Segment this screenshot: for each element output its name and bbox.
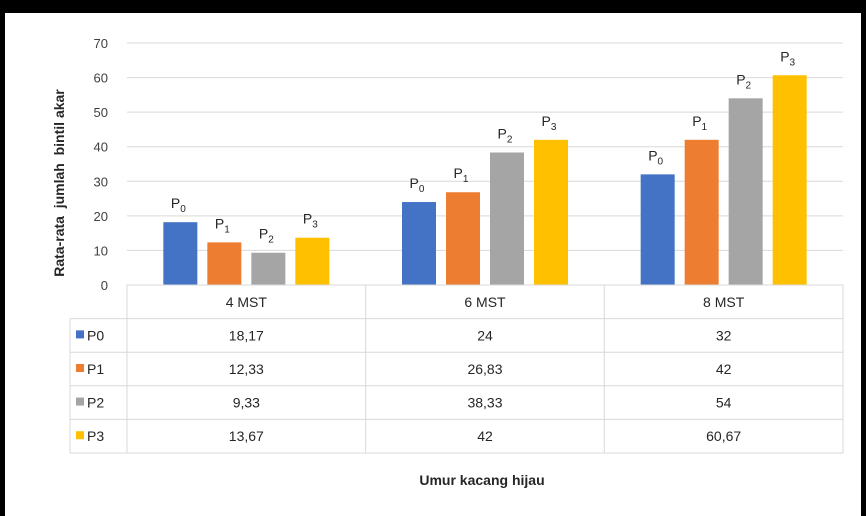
bar-label-subscript: 0 xyxy=(419,184,425,195)
table-value-cell: 26,83 xyxy=(467,361,502,377)
legend-label: P0 xyxy=(87,327,104,343)
bar-label-letter: P xyxy=(171,195,180,211)
bar-label-letter: P xyxy=(259,226,268,242)
bar-data-label: P3 xyxy=(542,113,557,133)
bar-data-label: P1 xyxy=(692,113,707,133)
legend-label: P3 xyxy=(87,428,104,444)
table-value-cell: 13,67 xyxy=(229,428,264,444)
bar-label-subscript: 3 xyxy=(312,220,318,231)
bar-data-label: P0 xyxy=(648,147,663,167)
bar-label-letter: P xyxy=(692,113,701,129)
bar-label-subscript: 2 xyxy=(746,80,752,91)
bar-p0 xyxy=(640,174,675,285)
bar-data-label: P2 xyxy=(736,71,751,91)
bar-label-letter: P xyxy=(648,147,657,163)
bar-p3 xyxy=(534,139,568,285)
table-value-cell: 38,33 xyxy=(467,395,502,411)
legend-swatch-p1 xyxy=(76,364,84,372)
bar-p2 xyxy=(728,98,763,285)
bar-p0 xyxy=(402,202,436,285)
y-tick-label: 40 xyxy=(94,140,108,155)
bar-p1 xyxy=(446,192,480,285)
legend-swatch-p2 xyxy=(76,397,84,406)
table-value-cell: 54 xyxy=(716,395,732,411)
table-value-cell: 24 xyxy=(477,327,493,343)
legend-label: P2 xyxy=(87,395,104,411)
table-value-cell: 32 xyxy=(716,327,732,343)
table-value-cell: 42 xyxy=(716,361,732,377)
bar-label-subscript: 0 xyxy=(658,156,664,167)
y-axis-title: Rata-rata jumlah bintil akar xyxy=(51,89,67,277)
y-tick-label: 30 xyxy=(94,174,108,189)
bar-p2 xyxy=(251,252,286,285)
bar-p2 xyxy=(490,152,524,285)
bar-data-label: P1 xyxy=(454,165,469,185)
table-value-cell: 60,67 xyxy=(706,428,741,444)
bar-data-label: P0 xyxy=(410,175,425,195)
bar-data-label: P0 xyxy=(171,195,186,215)
bar-data-label: P1 xyxy=(215,215,230,235)
bar-p0 xyxy=(163,222,198,285)
bar-label-letter: P xyxy=(303,211,312,227)
bar-label-subscript: 1 xyxy=(463,174,469,185)
y-tick-label: 20 xyxy=(94,209,108,224)
y-tick-label: 70 xyxy=(94,36,108,51)
bar-label-letter: P xyxy=(780,48,789,64)
legend-label: P1 xyxy=(87,361,104,377)
x-axis-title: Umur kacang hijau xyxy=(419,472,544,488)
bar-p3 xyxy=(295,237,330,285)
bar-data-label: P3 xyxy=(780,48,795,68)
legend-swatch-p0 xyxy=(76,330,84,339)
bar-data-label: P2 xyxy=(498,125,513,145)
bar-label-subscript: 2 xyxy=(507,134,513,145)
bar-label-letter: P xyxy=(736,71,745,87)
table-value-cell: 9,33 xyxy=(233,395,260,411)
bar-label-subscript: 2 xyxy=(268,235,274,246)
bar-data-label: P2 xyxy=(259,226,274,246)
x-category-label: 4 MST xyxy=(226,294,268,310)
bar-label-subscript: 0 xyxy=(180,204,186,215)
bar-p3 xyxy=(772,75,807,285)
chart-frame: 0 10 20 30 40 50 60 70 P0 P0 P0 P1 P1 P1 P2 P2 P2 P3 P3 P3 4… xyxy=(5,13,861,516)
table-value-cell: 12,33 xyxy=(229,361,264,377)
table-value-cell: 42 xyxy=(477,428,493,444)
bar-label-letter: P xyxy=(454,165,463,181)
table-value-cell: 18,17 xyxy=(229,327,264,343)
bar-p1 xyxy=(207,242,242,285)
bar-label-subscript: 3 xyxy=(790,57,796,68)
y-tick-label: 60 xyxy=(94,71,108,86)
bar-label-subscript: 1 xyxy=(702,122,708,133)
x-category-label: 8 MST xyxy=(703,294,745,310)
bar-label-letter: P xyxy=(542,113,551,129)
bar-label-letter: P xyxy=(215,215,224,231)
y-tick-label: 10 xyxy=(94,243,108,258)
legend-swatch-p3 xyxy=(76,431,84,440)
bar-p1 xyxy=(684,139,719,285)
y-tick-label: 50 xyxy=(94,105,108,120)
bar-label-subscript: 1 xyxy=(224,224,230,235)
bar-label-letter: P xyxy=(410,175,419,191)
y-tick-label: 0 xyxy=(101,278,108,293)
x-category-label: 6 MST xyxy=(464,294,506,310)
bar-data-label: P3 xyxy=(303,211,318,231)
bar-label-subscript: 3 xyxy=(551,122,557,133)
chart-canvas: 010203040506070P0P0P0P1P1P1P2P2P2P3P3P34… xyxy=(51,36,844,488)
bar-label-letter: P xyxy=(498,125,507,141)
